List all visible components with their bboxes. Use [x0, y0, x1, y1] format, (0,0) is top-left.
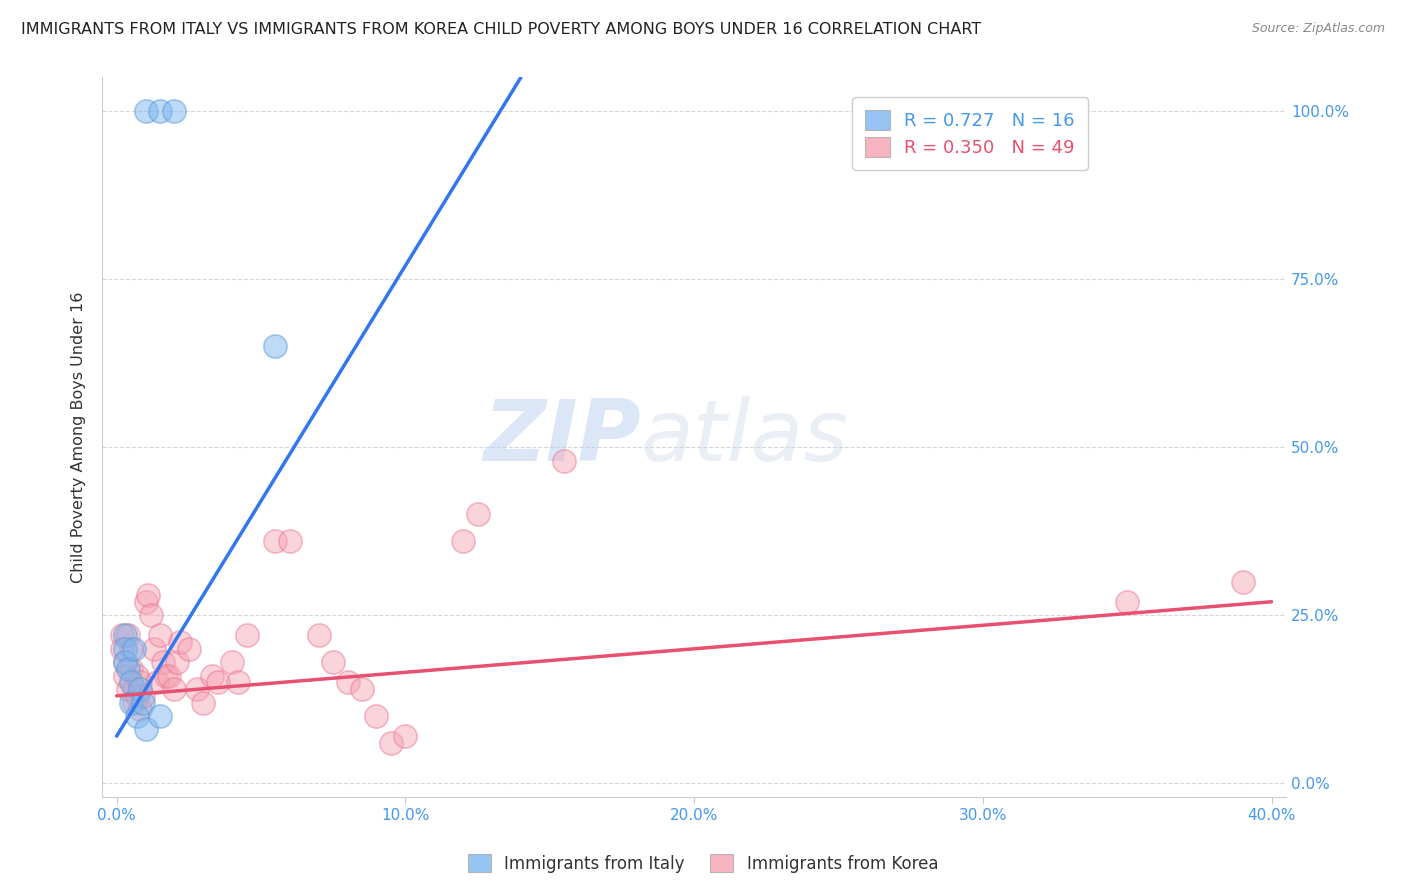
- Point: [278, 534, 301, 549]
- Point: [125, 668, 148, 682]
- Point: [1232, 574, 1254, 589]
- Point: [451, 534, 474, 549]
- Point: [114, 655, 136, 669]
- Point: [207, 675, 229, 690]
- Point: [125, 689, 148, 703]
- Legend: R = 0.727   N = 16, R = 0.350   N = 49: R = 0.727 N = 16, R = 0.350 N = 49: [852, 97, 1087, 169]
- Point: [336, 675, 359, 690]
- Point: [128, 675, 150, 690]
- Text: atlas: atlas: [641, 395, 849, 478]
- Point: [308, 628, 330, 642]
- Point: [193, 696, 215, 710]
- Point: [134, 723, 156, 737]
- Point: [117, 628, 139, 642]
- Legend: Immigrants from Italy, Immigrants from Korea: Immigrants from Italy, Immigrants from K…: [461, 847, 945, 880]
- Point: [553, 453, 575, 467]
- Point: [186, 682, 208, 697]
- Point: [201, 668, 224, 682]
- Point: [177, 641, 200, 656]
- Point: [120, 675, 142, 690]
- Point: [169, 635, 191, 649]
- Point: [122, 696, 145, 710]
- Point: [380, 736, 402, 750]
- Point: [467, 508, 489, 522]
- Point: [111, 628, 134, 642]
- Point: [163, 103, 186, 118]
- Point: [128, 702, 150, 716]
- Point: [120, 662, 142, 676]
- Point: [264, 339, 287, 353]
- Point: [134, 595, 156, 609]
- Point: [394, 729, 416, 743]
- Point: [114, 641, 136, 656]
- Text: IMMIGRANTS FROM ITALY VS IMMIGRANTS FROM KOREA CHILD POVERTY AMONG BOYS UNDER 16: IMMIGRANTS FROM ITALY VS IMMIGRANTS FROM…: [21, 22, 981, 37]
- Point: [157, 668, 180, 682]
- Point: [152, 655, 174, 669]
- Point: [120, 696, 142, 710]
- Point: [155, 668, 177, 682]
- Point: [111, 641, 134, 656]
- Point: [131, 696, 153, 710]
- Point: [122, 682, 145, 697]
- Point: [322, 655, 344, 669]
- Point: [226, 675, 249, 690]
- Point: [163, 682, 186, 697]
- Point: [138, 588, 160, 602]
- Point: [149, 103, 172, 118]
- Point: [221, 655, 243, 669]
- Point: [141, 608, 163, 623]
- Point: [128, 682, 150, 697]
- Y-axis label: Child Poverty Among Boys Under 16: Child Poverty Among Boys Under 16: [72, 292, 86, 582]
- Point: [352, 682, 374, 697]
- Point: [149, 628, 172, 642]
- Point: [134, 103, 156, 118]
- Point: [117, 682, 139, 697]
- Point: [149, 709, 172, 723]
- Point: [264, 534, 287, 549]
- Point: [120, 641, 142, 656]
- Point: [146, 675, 169, 690]
- Point: [131, 689, 153, 703]
- Text: Source: ZipAtlas.com: Source: ZipAtlas.com: [1251, 22, 1385, 36]
- Point: [114, 628, 136, 642]
- Point: [117, 662, 139, 676]
- Point: [235, 628, 257, 642]
- Point: [366, 709, 388, 723]
- Point: [143, 641, 166, 656]
- Point: [1116, 595, 1139, 609]
- Point: [122, 641, 145, 656]
- Point: [114, 668, 136, 682]
- Point: [114, 655, 136, 669]
- Point: [166, 655, 188, 669]
- Text: ZIP: ZIP: [484, 395, 641, 478]
- Point: [125, 709, 148, 723]
